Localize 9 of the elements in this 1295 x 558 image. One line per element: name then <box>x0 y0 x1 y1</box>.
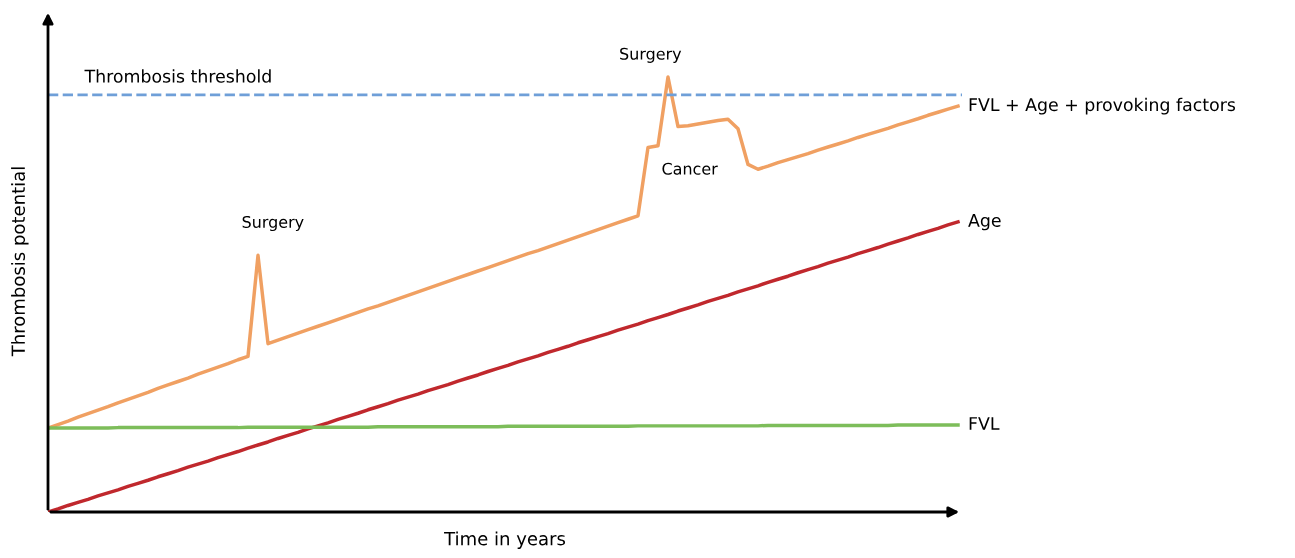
annotation: Surgery <box>242 215 304 232</box>
annotation: Cancer <box>662 162 718 175</box>
y-axis-title: Thrombosis potential <box>11 167 29 357</box>
series-label: Age <box>968 213 1001 231</box>
series-label: FVL + Age + provoking factors <box>969 97 1236 115</box>
x-axis-title: Time in years <box>444 531 566 549</box>
ref-line-label: Thrombosis threshold <box>84 69 271 83</box>
series-label: FVL <box>969 417 1000 430</box>
text: Surgery <box>620 47 682 63</box>
